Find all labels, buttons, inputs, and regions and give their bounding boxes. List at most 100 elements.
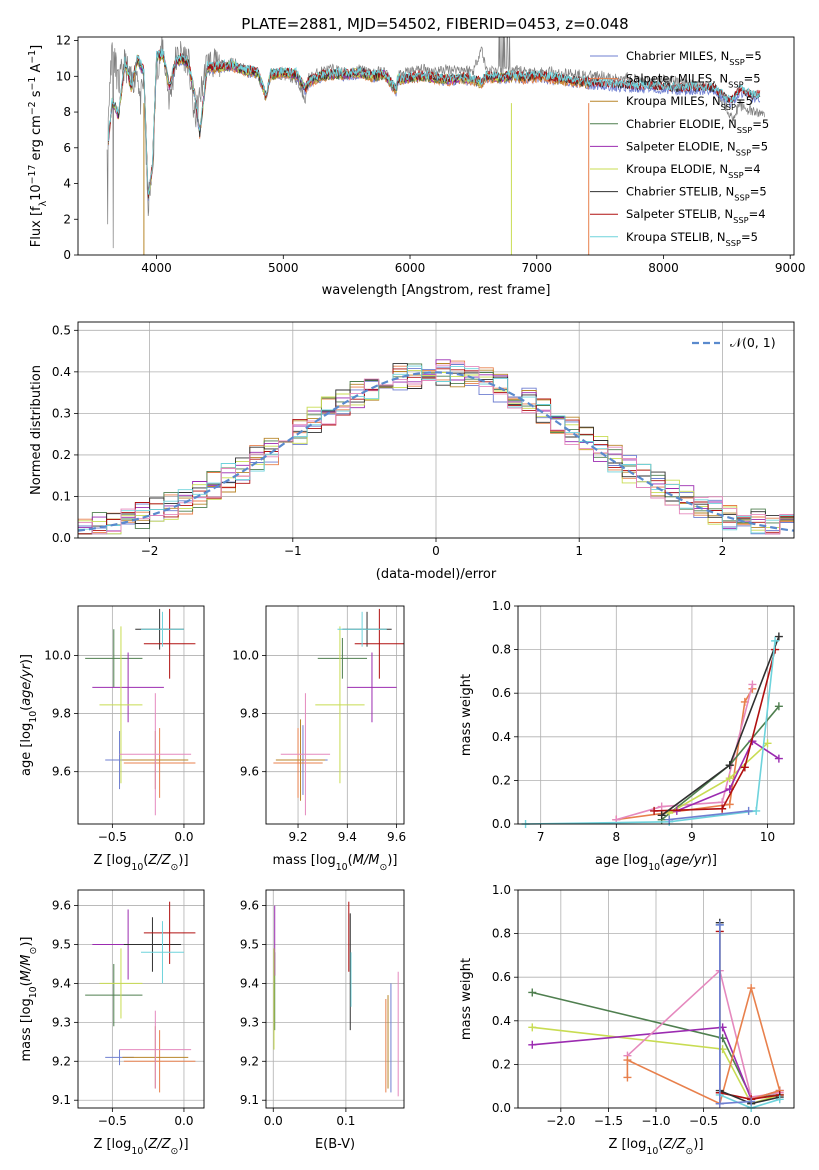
x-tick-label: 9.2 — [288, 830, 307, 844]
weight-point-marker — [657, 811, 666, 820]
y-tick-label: 9.3 — [240, 1015, 259, 1029]
x-axis-label: Z [log10(Z/Z⊙)] — [93, 1137, 188, 1157]
weight-point-marker — [528, 1040, 537, 1049]
y-tick-label: 12 — [56, 34, 71, 48]
x-axis-label: Z [log10(Z/Z⊙)] — [93, 853, 188, 873]
weight-series — [715, 927, 784, 1104]
x-tick-label: 10 — [760, 830, 775, 844]
weight-point-marker — [774, 632, 783, 641]
weight-series-line — [525, 640, 776, 825]
x-tick-label: −0.5 — [98, 1114, 127, 1128]
weight-point-marker — [771, 636, 780, 645]
weight-series — [672, 737, 783, 815]
axes-frame — [265, 605, 405, 825]
weight-point-marker — [725, 800, 734, 809]
y-tick-label: 0.2 — [492, 1057, 511, 1071]
y-axis-label: Flux [fλ10−17 erg cm−2 s−1 A−1] — [27, 45, 49, 247]
errorbar-plot-area — [273, 901, 399, 1097]
weight-point-marker — [747, 1097, 756, 1106]
weight-point-marker — [665, 815, 674, 824]
y-tick-label: 9.1 — [52, 1093, 71, 1107]
x-tick-label: 4000 — [141, 261, 172, 275]
weight-point-marker — [752, 806, 761, 815]
legend-entry: Salpeter MILES, NSSP=5 — [626, 72, 761, 90]
errorbar-point — [354, 608, 404, 679]
weight-series-line — [719, 922, 780, 1105]
axes-frame — [77, 36, 795, 256]
age-vs-z-panel: −0.5 0.0 9.6 9.8 10.0 Z [log10(Z/Z⊙)] age [log… — [19, 605, 205, 873]
legend-entry: Salpeter ELODIE, NSSP=5 — [626, 139, 768, 157]
residual-histogram-panel: −2 −1 0 1 2 0.0 0.1 0.2 0.3 0.4 0.5 (data-model)/er… — [29, 321, 795, 582]
x-axis-label: Z [log10(Z/Z⊙)] — [608, 1137, 703, 1157]
y-tick-label: 0.4 — [492, 1014, 511, 1028]
weight-series-line — [616, 688, 754, 821]
y-tick-label: 0.2 — [492, 773, 511, 787]
weight-point-marker — [623, 1056, 632, 1065]
weight-point-marker — [715, 1099, 724, 1108]
x-tick-label: 0.0 — [742, 1114, 761, 1128]
errorbar-point — [85, 963, 143, 1027]
weight-series-line — [654, 649, 776, 812]
x-tick-label: −0.5 — [689, 1114, 718, 1128]
y-tick-label: 0.1 — [52, 489, 71, 503]
errorbar-point — [99, 948, 143, 1019]
x-tick-label: 0 — [432, 544, 440, 558]
mass-weight-vs-age-panel: 7 8 9 10 0.0 0.2 0.4 0.6 0.8 1.0 mass weight age [l… — [459, 599, 795, 873]
legend-entry: Chabrier ELODIE, NSSP=5 — [626, 117, 769, 135]
errorbar-point — [273, 728, 323, 798]
y-tick-label: 0.2 — [52, 448, 71, 462]
weight-point-marker — [774, 702, 783, 711]
legend-entry: Chabrier STELIB, NSSP=5 — [626, 185, 767, 203]
weight-point-marker — [725, 774, 734, 783]
weight-point-marker — [715, 920, 724, 929]
y-axis-label: Normed distribution — [29, 365, 44, 495]
weight-series-line — [532, 1026, 780, 1105]
legend-entry: Kroupa MILES, NSSP=5 — [626, 94, 753, 112]
legend-entry: Kroupa STELIB, NSSP=5 — [626, 230, 758, 248]
y-tick-label: 0.0 — [492, 1101, 511, 1115]
weight-point-marker — [528, 988, 537, 997]
weight-point-marker — [744, 806, 753, 815]
spectrum-plot-area — [106, 37, 765, 255]
weight-series — [715, 920, 756, 1108]
y-tick-label: 0.5 — [52, 323, 71, 337]
legend-entry: Kroupa ELODIE, NSSP=4 — [626, 162, 761, 180]
x-axis-label: E(B-V) — [315, 1137, 355, 1152]
y-tick-label: 0.0 — [492, 817, 511, 831]
axes-frame — [77, 889, 205, 1109]
x-tick-label: 8 — [612, 830, 620, 844]
y-tick-label: 10.0 — [232, 648, 259, 662]
y-tick-label: 9.5 — [52, 938, 71, 952]
y-axis-label: age [log10(age/yr)] — [19, 654, 39, 776]
x-axis-label: mass [log10(M/M⊙)] — [273, 853, 398, 873]
y-tick-label: 0.4 — [492, 730, 511, 744]
errorbar-point — [347, 652, 397, 723]
x-tick-label: 1 — [575, 544, 583, 558]
errorbar-point — [275, 719, 326, 801]
y-tick-label: 1.0 — [492, 883, 511, 897]
axes-frame — [265, 889, 405, 1109]
axes-frame — [517, 889, 795, 1109]
x-tick-label: 2 — [719, 544, 727, 558]
weight-point-marker — [774, 754, 783, 763]
weight-point-marker — [748, 680, 757, 689]
weight-point-marker — [650, 806, 659, 815]
mass-vs-ebv-panel: 0.0 0.1 9.1 9.2 9.3 9.4 9.5 9.6 E(B-V) — [240, 889, 405, 1152]
y-axis-label: mass weight — [459, 674, 474, 756]
line-plot-area — [521, 632, 783, 828]
errorbar-point — [99, 626, 143, 784]
x-tick-label: 8000 — [648, 261, 679, 275]
legend-entry: 𝒩(0, 1) — [730, 335, 776, 350]
mass-vs-z-panel: −0.5 0.0 9.1 9.2 9.3 9.4 9.5 9.6 Z [log10(Z/Z⊙)]… — [19, 889, 205, 1157]
weight-point-marker — [725, 761, 734, 770]
x-tick-label: 9.4 — [338, 830, 357, 844]
errorbar-point — [85, 629, 143, 688]
x-tick-label: 7000 — [521, 261, 552, 275]
x-tick-label: 6000 — [395, 261, 426, 275]
y-tick-label: 0.8 — [492, 643, 511, 657]
y-tick-label: 0.4 — [52, 365, 71, 379]
y-tick-label: 4 — [63, 177, 71, 191]
x-tick-label: 0.1 — [336, 1114, 355, 1128]
weight-point-marker — [528, 1023, 537, 1032]
